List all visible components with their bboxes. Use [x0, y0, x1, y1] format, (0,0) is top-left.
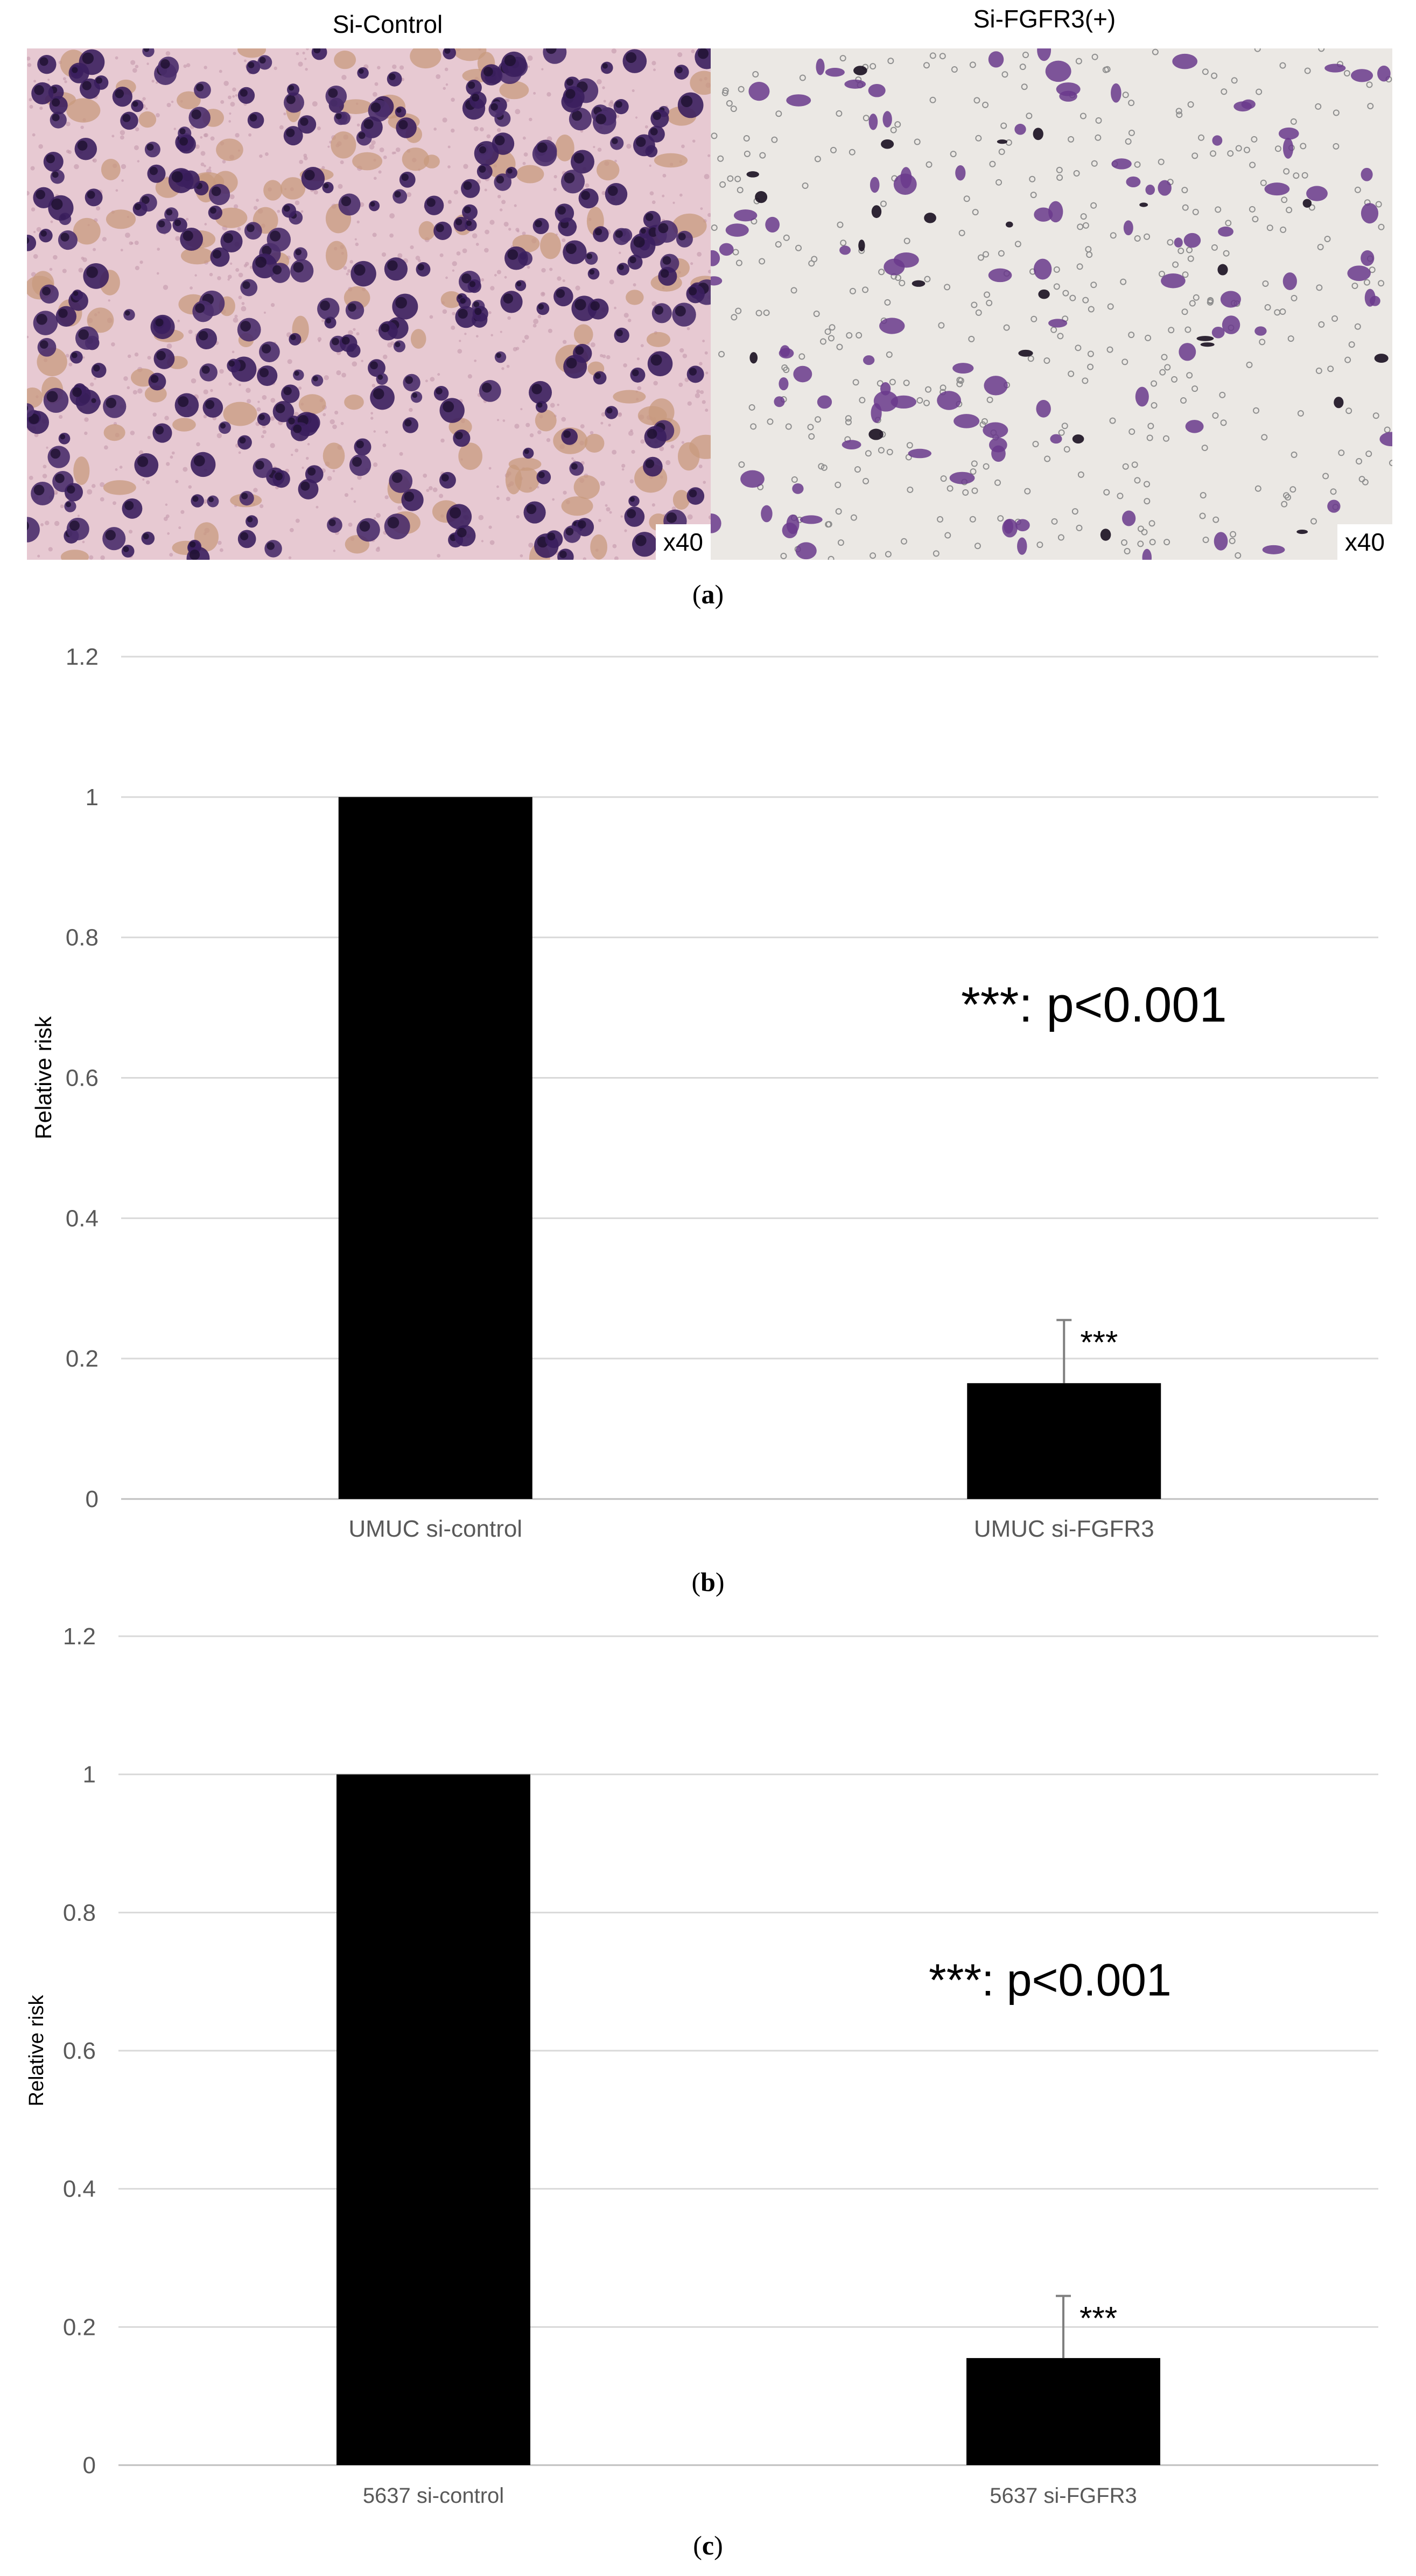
- y-tick-label: 1: [83, 1762, 96, 1788]
- left-magnification-label: x40: [655, 524, 711, 560]
- x-tick-label: 5637 si-control: [363, 2484, 504, 2508]
- y-tick-label: 0.2: [66, 1346, 99, 1372]
- x-tick-label: 5637 si-FGFR3: [990, 2484, 1137, 2508]
- si-fgfr3-micrograph: x40: [711, 48, 1392, 560]
- y-tick-label: 0.2: [63, 2314, 96, 2340]
- y-tick-label: 0.4: [66, 1205, 99, 1231]
- si-control-micrograph: x40: [27, 48, 711, 560]
- y-axis-label: Relative risk: [25, 1995, 48, 2107]
- bar: [337, 1774, 530, 2465]
- significance-label: ***: [1079, 2300, 1117, 2336]
- bar: [967, 1383, 1161, 1499]
- x-tick-label: UMUC si-FGFR3: [974, 1516, 1154, 1539]
- si-fgfr3-micrograph-image: [711, 48, 1392, 560]
- caption-c-letter: c: [702, 2530, 714, 2560]
- y-tick-label: 1.2: [63, 1623, 96, 1650]
- bar: [966, 2358, 1160, 2465]
- y-tick-label: 0.4: [63, 2176, 96, 2202]
- caption-a: (a): [692, 579, 724, 609]
- y-tick-label: 0.6: [66, 1065, 99, 1092]
- x-tick-label: UMUC si-control: [348, 1516, 522, 1539]
- p-value-annotation: ***: p<0.001: [929, 1954, 1172, 2005]
- chart-c: 0 0.2 0.4 0.6 0.8 1 1.2 Relative risk 5637 si-co…: [0, 1604, 1416, 2508]
- bar: [338, 797, 532, 1499]
- y-tick-label: 0.6: [63, 2038, 96, 2064]
- caption-b-letter: b: [700, 1567, 716, 1597]
- chart-c-svg: 0 0.2 0.4 0.6 0.8 1 1.2 Relative risk 5637 si-co…: [25, 1623, 1378, 2508]
- significance-label: ***: [1080, 1324, 1118, 1360]
- right-panel-title: Si-FGFR3(+): [973, 5, 1116, 33]
- caption-a-letter: a: [701, 579, 715, 609]
- chart-b-svg: 0 0.2 0.4 0.6 0.8 1 1.2 Relative risk UMUC si-co…: [31, 644, 1378, 1542]
- chart-b: 0 0.2 0.4 0.6 0.8 1 1.2 Relative risk UMUC si-co…: [0, 624, 1416, 1542]
- y-tick-label: 1.2: [66, 644, 99, 670]
- y-tick-label: 0.8: [63, 1899, 96, 1926]
- y-tick-label: 0: [83, 2452, 96, 2479]
- caption-b: (b): [691, 1567, 725, 1597]
- caption-c: (c): [693, 2530, 723, 2560]
- p-value-annotation: ***: p<0.001: [961, 977, 1227, 1032]
- si-control-micrograph-image: [27, 48, 711, 560]
- right-magnification-label: x40: [1337, 524, 1392, 560]
- left-panel-title: Si-Control: [332, 10, 443, 38]
- y-axis-label: Relative risk: [31, 1016, 56, 1139]
- y-tick-label: 0.8: [66, 925, 99, 951]
- y-tick-label: 0: [86, 1486, 99, 1512]
- y-tick-label: 1: [86, 784, 99, 811]
